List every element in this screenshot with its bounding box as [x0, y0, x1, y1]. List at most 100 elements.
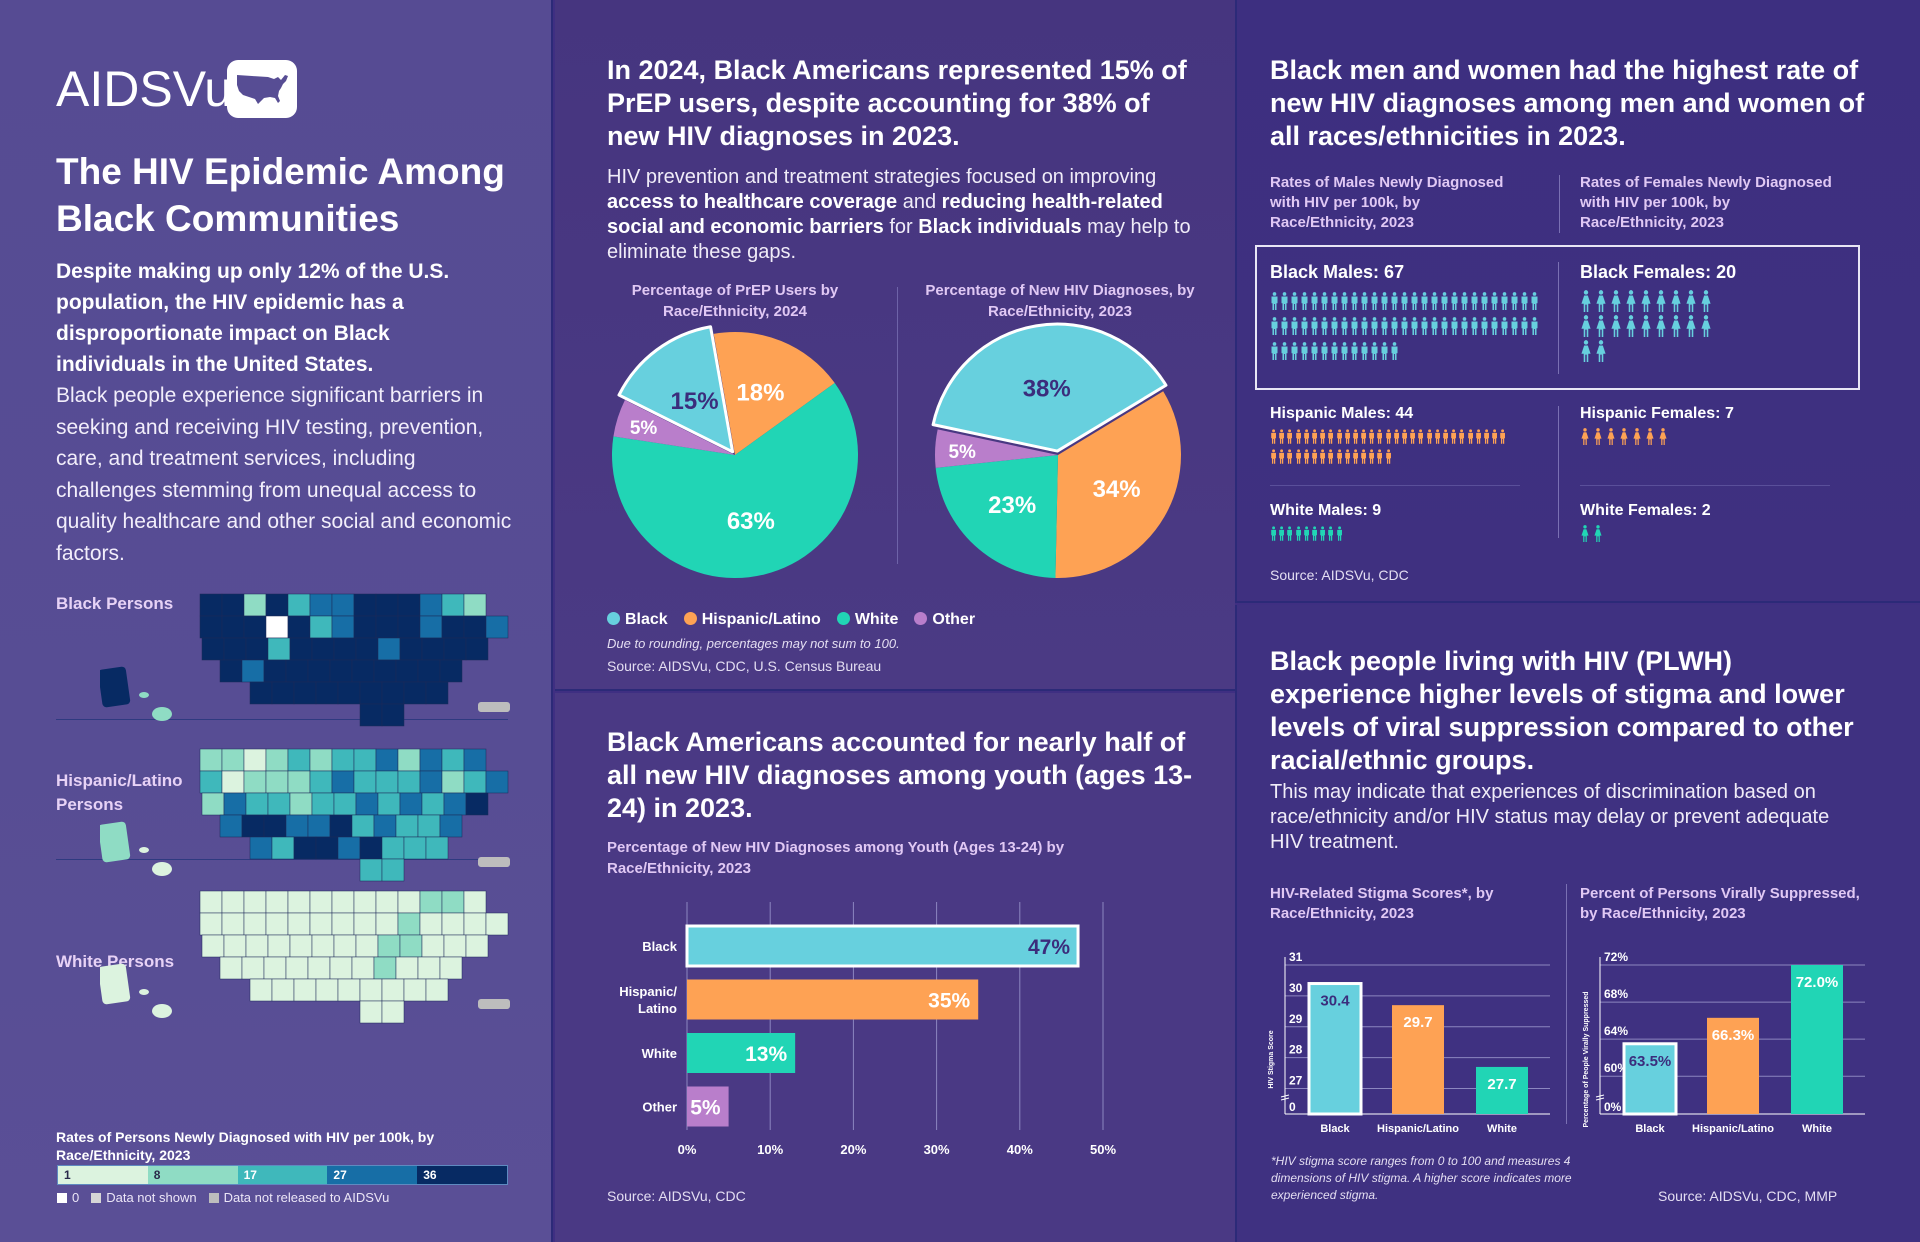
map-state [337, 681, 361, 705]
map-state [287, 615, 311, 639]
map-state [265, 748, 289, 772]
map-state [353, 770, 377, 794]
map-legend-keys: 0 Data not shown Data not released to AI… [57, 1190, 389, 1205]
y-tick-label: 0% [1604, 1100, 1622, 1114]
male-person-icon [1418, 429, 1424, 444]
map-state [221, 615, 245, 639]
bar-black [1622, 1042, 1678, 1116]
chart-divider [1566, 884, 1567, 1124]
map-state [485, 912, 509, 936]
map-state [441, 615, 465, 639]
male-person-icon [1320, 429, 1326, 444]
column-divider [1558, 406, 1559, 538]
map-state [265, 890, 289, 914]
header-divider [1559, 175, 1560, 233]
map-state [465, 934, 489, 958]
female-person-icon [1581, 525, 1589, 542]
legend-key-label: Data not released to AIDSVu [223, 1190, 390, 1205]
map-state [463, 890, 487, 914]
male-person-icon [1279, 449, 1285, 464]
female-person-icon [1596, 340, 1606, 362]
legend-item-black: Black [607, 611, 668, 629]
pie-slice-black [617, 325, 735, 454]
male-person-icon [1303, 449, 1309, 464]
male-person-icon [1361, 429, 1367, 444]
male-person-icon [1331, 292, 1338, 310]
map-state [381, 1000, 405, 1024]
male-person-icon [1521, 317, 1528, 335]
male-person-icon [1443, 429, 1448, 444]
female-person-icon [1686, 315, 1696, 337]
x-tick-label: 20% [840, 1142, 866, 1157]
y-tick-label: 72% [1604, 950, 1628, 964]
map-state [485, 770, 509, 794]
pie-slice-other [613, 400, 735, 455]
male-person-icon [1320, 449, 1326, 464]
page-title: The HIV Epidemic Among Black Communities [56, 151, 505, 239]
map-state [353, 748, 377, 772]
male-person-icon [1287, 429, 1293, 444]
map-state [419, 890, 443, 914]
map-state [377, 934, 401, 958]
male-person-icon [1475, 429, 1481, 444]
male-person-icon [1411, 317, 1418, 335]
row-divider [1270, 485, 1520, 486]
prep-body-fragment: Black individuals [918, 216, 1082, 238]
male-person-icon [1287, 449, 1293, 464]
map-state [351, 956, 375, 980]
map-alaska [100, 963, 131, 1005]
male-person-icon [1401, 317, 1408, 335]
map-state [309, 615, 333, 639]
prep-body-fragment: for [883, 216, 919, 238]
map-state [219, 956, 243, 980]
legend-bin: 36 [417, 1166, 507, 1184]
map-state [337, 978, 361, 1002]
male-person-icon [1341, 342, 1348, 360]
prep-headline: In 2024, Black Americans represented 15%… [607, 55, 1187, 151]
male-person-icon [1331, 317, 1338, 335]
legend-label: White [854, 611, 899, 628]
x-category-label: White [1487, 1123, 1517, 1135]
map-puerto-rico [478, 857, 510, 867]
map-state [263, 956, 287, 980]
male-person-icon [1311, 317, 1318, 335]
male-person-icon [1481, 317, 1488, 335]
pict-label-white-males: White Males: 9 [1270, 502, 1382, 519]
map-state [223, 792, 247, 816]
map-state [221, 748, 245, 772]
map-state [219, 659, 243, 683]
pie-data-label: 5% [948, 442, 976, 463]
legend-label: Black [625, 611, 668, 628]
map-state [315, 681, 339, 705]
map-state [293, 978, 317, 1002]
bar-white [687, 1033, 796, 1073]
map-state [243, 748, 267, 772]
map-state [311, 792, 335, 816]
legend-bin: 17 [237, 1166, 328, 1184]
female-person-icon [1607, 428, 1615, 445]
map-state [219, 814, 243, 838]
map-state [337, 836, 361, 860]
pie-data-label: 15% [671, 388, 719, 415]
male-person-icon [1361, 449, 1367, 464]
x-category-label: Black [1635, 1123, 1665, 1135]
males-header: Rates of Males Newly Diagnosed with HIV … [1270, 174, 1504, 231]
black-highlight-box [1255, 245, 1860, 390]
map-state [353, 593, 377, 617]
axis-break [1280, 1097, 1290, 1101]
map-state [485, 615, 509, 639]
male-person-icon [1271, 526, 1276, 541]
female-person-icon [1633, 428, 1641, 445]
map-state [465, 792, 489, 816]
male-person-icon [1321, 342, 1328, 360]
male-person-icon [1303, 429, 1309, 444]
prep-body-fragment: and [897, 191, 942, 213]
map-state [201, 792, 225, 816]
map-state [439, 659, 463, 683]
map-divider [56, 719, 508, 720]
male-person-icon [1353, 429, 1358, 444]
legend-bin: 27 [327, 1166, 418, 1184]
female-person-icon [1611, 290, 1621, 312]
map-state [375, 615, 399, 639]
map-state [245, 934, 269, 958]
